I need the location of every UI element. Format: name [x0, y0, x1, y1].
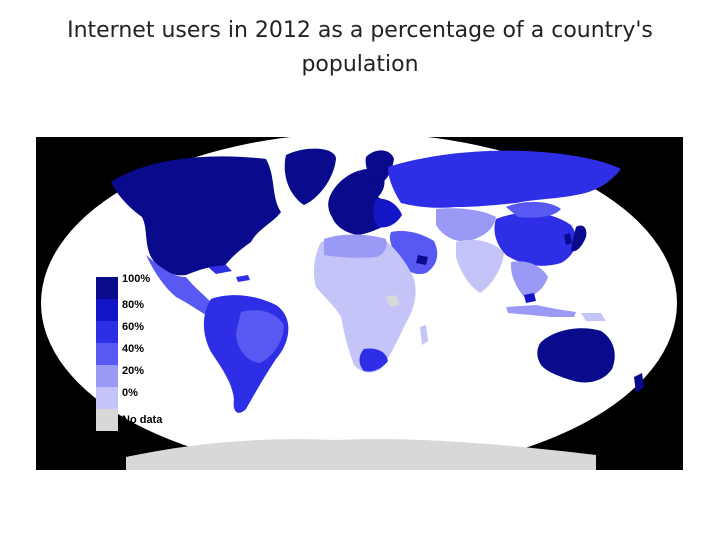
japan-region	[571, 225, 587, 252]
central-africa-nodata-region	[386, 295, 400, 307]
legend-item-40: 40%	[96, 343, 216, 365]
legend-swatch	[96, 387, 118, 409]
mongolia-region	[506, 201, 561, 218]
new-zealand-region	[634, 373, 644, 393]
legend-item-no-data: No data	[96, 409, 216, 431]
eastern-europe-region	[373, 198, 402, 228]
africa-region	[313, 236, 416, 373]
north-america-region	[111, 156, 281, 276]
legend-label: 80%	[122, 299, 145, 311]
legend-swatch	[96, 321, 118, 343]
legend-item-0: 0%	[96, 387, 216, 409]
greenland-region	[284, 148, 336, 205]
legend-label: No data	[122, 414, 163, 426]
gulf-region	[416, 255, 428, 265]
legend-swatch	[96, 299, 118, 321]
madagascar-region	[420, 325, 428, 345]
world-map: 100% 80% 60% 40% 20% 0% No data	[36, 137, 683, 470]
indonesia-region	[506, 305, 576, 317]
malaysia-region	[524, 293, 536, 303]
korea-region	[564, 233, 572, 245]
south-asia-region	[456, 239, 504, 293]
central-america-region	[146, 255, 216, 317]
world-map-graphic	[41, 137, 677, 470]
legend-label: 0%	[122, 387, 138, 399]
southeast-asia-region	[510, 261, 548, 297]
title-line-2: population	[301, 52, 419, 77]
central-asia-region	[436, 208, 496, 242]
china-region	[494, 212, 577, 266]
papua-region	[581, 313, 606, 321]
antarctica-region	[126, 439, 596, 470]
legend-label: 40%	[122, 343, 145, 355]
legend-swatch	[96, 277, 118, 299]
legend-item-20: 20%	[96, 365, 216, 387]
legend-swatch	[96, 343, 118, 365]
australia-region	[537, 328, 615, 383]
caribbean-region	[208, 265, 250, 282]
slide-title: Internet users in 2012 as a percentage o…	[40, 14, 680, 82]
title-line-1: Internet users in 2012 as a percentage o…	[67, 18, 653, 43]
russia-region	[388, 150, 621, 208]
legend-item-80: 80%	[96, 299, 216, 321]
legend-label: 60%	[122, 321, 145, 333]
legend-label: 100%	[122, 273, 151, 285]
legend-label: 20%	[122, 365, 145, 377]
legend-swatch	[96, 365, 118, 387]
brazil-region	[236, 310, 284, 363]
scandinavia-region	[365, 150, 394, 185]
legend-item-100: 100%	[96, 273, 216, 299]
south-africa-region	[359, 348, 388, 372]
north-africa-region	[324, 234, 387, 258]
legend-swatch	[96, 409, 118, 431]
legend-item-60: 60%	[96, 321, 216, 343]
